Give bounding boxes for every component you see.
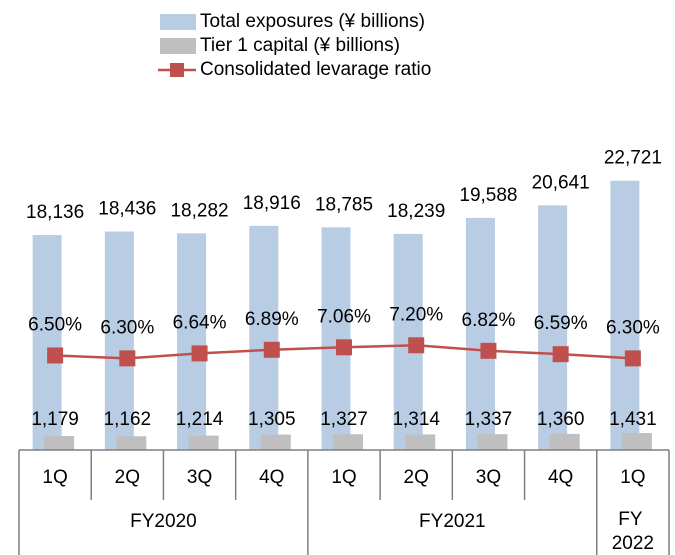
line-marker (263, 341, 280, 358)
data-label: 1,179 (31, 409, 79, 430)
data-label: 6.89% (245, 309, 299, 330)
x-tick-label: 1Q (331, 467, 356, 488)
bar (405, 434, 436, 450)
data-label: 18,785 (315, 194, 373, 215)
data-label: 6.82% (462, 310, 516, 331)
data-label: 1,314 (392, 409, 440, 430)
data-label: 22,721 (604, 148, 662, 169)
data-label: 19,588 (459, 185, 517, 206)
bar (177, 233, 207, 450)
data-label: 18,436 (98, 199, 156, 220)
x-tick-label: 2Q (404, 467, 429, 488)
group-label: FY 2022 (612, 509, 654, 554)
data-label: 6.64% (173, 312, 227, 333)
legend-swatch (160, 38, 196, 54)
data-label: 18,282 (170, 200, 228, 221)
legend-label: Total exposures (¥ billions) (200, 11, 425, 32)
x-tick-label: 4Q (259, 467, 284, 488)
bar (621, 433, 652, 450)
line-marker (47, 347, 64, 364)
bar (44, 436, 75, 450)
legend-label: Consolidated levarage ratio (200, 59, 431, 80)
bar (188, 435, 219, 450)
data-label: 6.59% (534, 313, 588, 334)
data-label: 20,641 (532, 172, 590, 193)
data-label: 7.20% (389, 304, 443, 325)
legend-label: Tier 1 capital (¥ billions) (200, 35, 400, 56)
line-marker (624, 350, 641, 367)
bar (549, 433, 580, 450)
data-label: 18,239 (387, 201, 445, 222)
data-label: 1,327 (320, 409, 368, 430)
x-tick-label: 4Q (548, 467, 573, 488)
group-label-line: FY (618, 509, 647, 530)
data-label: 6.50% (28, 314, 82, 335)
bar (477, 434, 508, 450)
data-label: 6.30% (606, 317, 660, 338)
line-marker (119, 350, 136, 367)
legend-marker (170, 63, 184, 77)
bar (260, 434, 291, 450)
x-tick-label: 3Q (187, 467, 212, 488)
data-label: 1,305 (248, 409, 296, 430)
line-marker (336, 339, 352, 356)
bar (465, 217, 495, 450)
legend-swatch (160, 14, 196, 30)
bar (333, 434, 363, 450)
group-label: FY2020 (130, 511, 197, 532)
x-tick-label: 1Q (42, 467, 67, 488)
bar (116, 436, 147, 450)
data-label: 1,214 (176, 409, 224, 430)
bar (104, 231, 134, 450)
line-marker (191, 345, 208, 362)
bar (321, 227, 351, 450)
data-label: 18,916 (243, 193, 301, 214)
data-label: 18,136 (26, 202, 84, 223)
data-label: 6.30% (100, 317, 154, 338)
x-tick-label: 3Q (476, 467, 501, 488)
data-label: 7.06% (317, 306, 371, 327)
data-label: 1,337 (465, 409, 513, 430)
data-label: 1,431 (609, 409, 657, 430)
line-marker (480, 342, 497, 359)
x-tick-label: 2Q (115, 467, 140, 488)
data-label: 1,360 (537, 409, 585, 430)
bar (32, 235, 62, 450)
bar (249, 225, 279, 450)
x-tick-label: 1Q (620, 467, 645, 488)
data-label: 1,162 (104, 409, 152, 430)
line-marker (408, 337, 425, 354)
line-marker (552, 346, 569, 363)
bar (538, 205, 568, 450)
group-label-line: 2022 (612, 533, 654, 554)
group-label: FY2021 (419, 511, 486, 532)
bar (610, 180, 640, 450)
